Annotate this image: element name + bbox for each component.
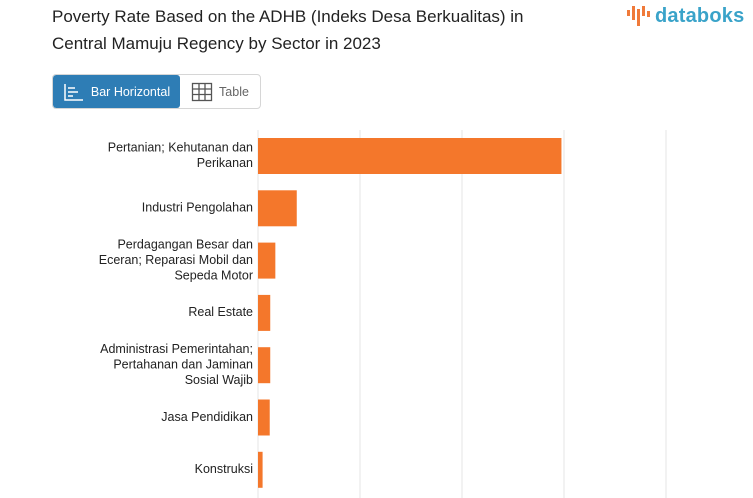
table-button[interactable]: Table <box>180 75 260 108</box>
y-tick-label: Pertahanan dan Jaminan <box>113 357 253 371</box>
chart-title: Poverty Rate Based on the ADHB (Indeks D… <box>52 3 592 57</box>
bar[interactable] <box>258 294 271 331</box>
bar[interactable] <box>258 399 270 436</box>
y-tick-label: Eceran; Reparasi Mobil dan <box>99 253 253 267</box>
databoks-logo-text: databoks <box>655 4 745 27</box>
bar[interactable] <box>258 190 297 227</box>
y-tick-label: Perikanan <box>197 156 253 170</box>
y-tick-label: Sosial Wajib <box>185 373 253 387</box>
y-tick-label: Konstruksi <box>195 462 253 476</box>
y-tick-label: Industri Pengolahan <box>142 201 253 215</box>
databoks-logo: databoks <box>626 4 744 28</box>
y-tick-label: Perdagangan Besar dan <box>117 237 253 251</box>
chart-title-line1: Poverty Rate Based on the ADHB (Indeks D… <box>52 7 524 26</box>
chart-title-line2: Central Mamuju Regency by Sector in 2023 <box>52 34 381 53</box>
bar[interactable] <box>258 242 276 279</box>
bar-horizontal-icon <box>64 83 83 101</box>
bar[interactable] <box>258 138 562 174</box>
databoks-mark-icon <box>627 6 650 26</box>
view-toggle: Bar Horizontal Table <box>52 74 261 109</box>
bar[interactable] <box>258 451 263 488</box>
table-icon <box>191 82 213 101</box>
table-label: Table <box>219 84 249 99</box>
y-tick-label: Administrasi Pemerintahan; <box>100 342 253 356</box>
bar-horizontal-label: Bar Horizontal <box>90 84 171 99</box>
bar-horizontal-button[interactable]: Bar Horizontal <box>53 75 180 108</box>
bar[interactable] <box>258 347 271 384</box>
y-tick-label: Pertanian; Kehutanan dan <box>108 141 253 155</box>
y-tick-label: Jasa Pendidikan <box>161 410 253 424</box>
y-tick-label: Sepeda Motor <box>174 268 253 282</box>
y-tick-label: Real Estate <box>188 305 253 319</box>
